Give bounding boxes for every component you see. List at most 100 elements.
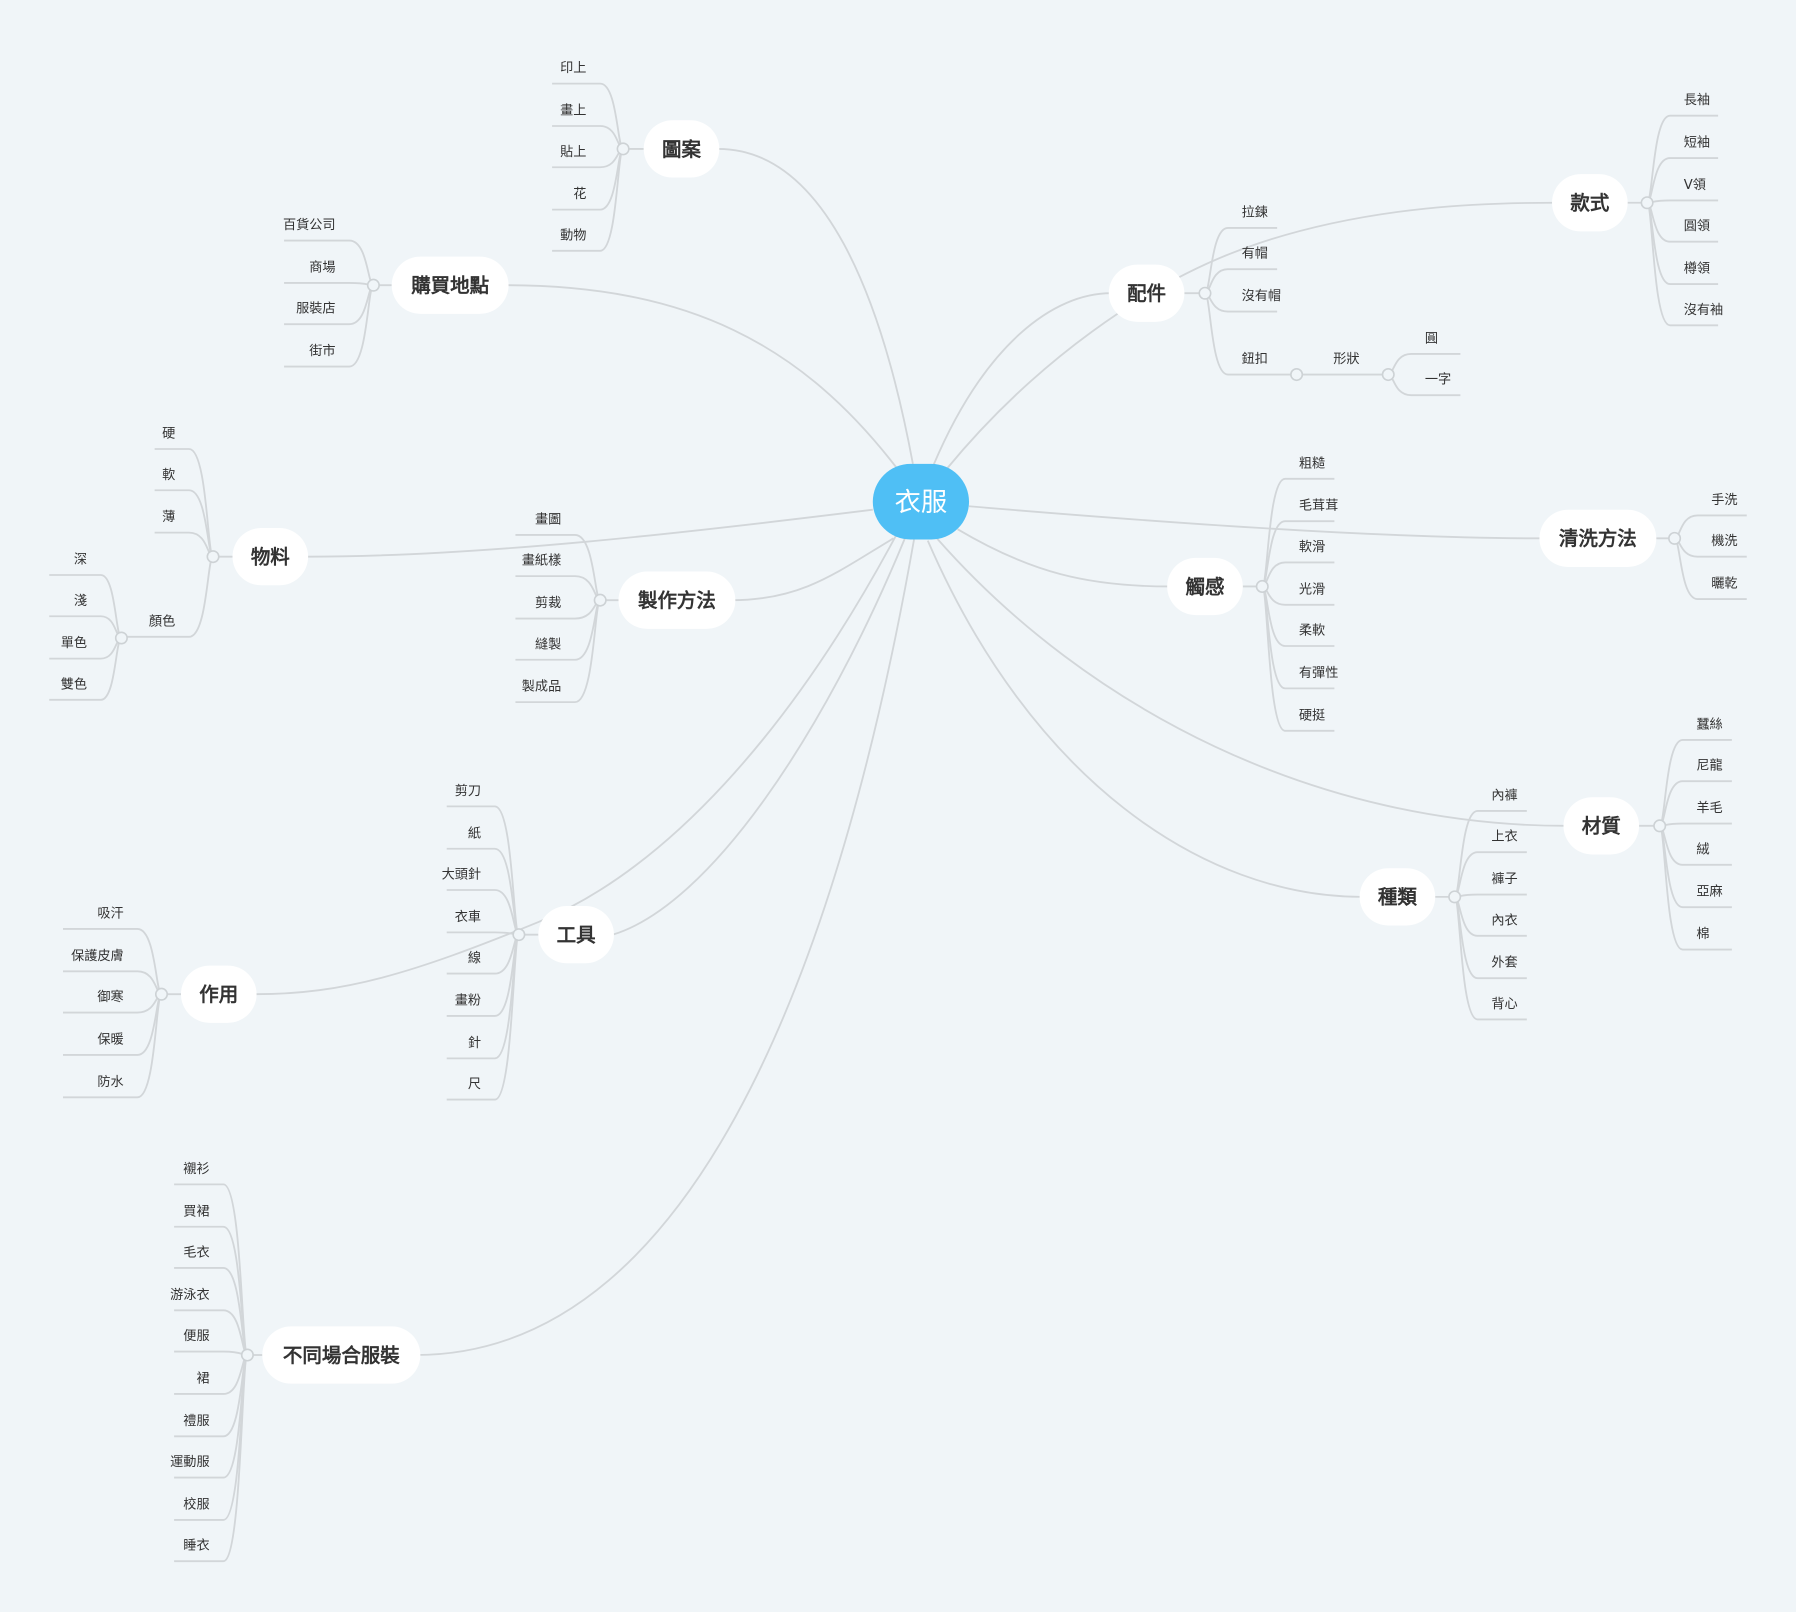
main-topic-10[interactable] bbox=[1167, 557, 1243, 616]
topic-node[interactable]: 單色 bbox=[61, 634, 87, 651]
topic-node[interactable]: 圓領 bbox=[1684, 217, 1710, 234]
topic-node[interactable]: 顏色 bbox=[149, 612, 175, 629]
topic-node[interactable]: 防水 bbox=[97, 1074, 123, 1090]
topic-node[interactable]: 裙 bbox=[196, 1371, 209, 1387]
topic-node[interactable]: 長袖 bbox=[1684, 92, 1710, 108]
topic-node[interactable]: 畫紙樣 bbox=[522, 553, 561, 569]
topic-node[interactable]: 御寒 bbox=[97, 988, 123, 1005]
central-topic[interactable] bbox=[872, 463, 970, 540]
topic-node[interactable]: 縫製 bbox=[535, 636, 561, 652]
main-topic-7[interactable] bbox=[262, 1326, 421, 1384]
topic-node[interactable]: 一字 bbox=[1425, 372, 1451, 388]
topic-node[interactable]: 畫上 bbox=[560, 103, 586, 119]
topic-node[interactable]: 鈕扣 bbox=[1242, 351, 1268, 367]
main-topic-4[interactable] bbox=[618, 571, 736, 629]
main-topic-11[interactable] bbox=[1539, 509, 1657, 567]
topic-node[interactable]: 睡衣 bbox=[183, 1538, 209, 1554]
topic-node[interactable]: 紙 bbox=[468, 825, 481, 841]
topic-node[interactable]: 保暖 bbox=[97, 1031, 123, 1047]
collapse-toggle[interactable] bbox=[114, 631, 128, 645]
topic-node[interactable]: 游泳衣 bbox=[170, 1287, 209, 1303]
topic-node[interactable]: 衣車 bbox=[455, 909, 481, 925]
collapse-toggle[interactable] bbox=[240, 1348, 254, 1362]
topic-node[interactable]: 內衣 bbox=[1491, 912, 1517, 928]
collapse-toggle[interactable] bbox=[206, 550, 220, 564]
main-topic-13[interactable] bbox=[1359, 868, 1436, 926]
collapse-toggle[interactable] bbox=[1198, 286, 1212, 300]
main-topic-8[interactable] bbox=[1108, 264, 1185, 322]
topic-node[interactable]: 褲子 bbox=[1491, 871, 1517, 887]
topic-node[interactable]: 硬 bbox=[162, 427, 175, 442]
topic-node[interactable]: 尺 bbox=[468, 1077, 481, 1092]
main-topic-12[interactable] bbox=[1563, 797, 1640, 855]
collapse-toggle[interactable] bbox=[1640, 196, 1654, 210]
topic-node[interactable]: 機洗 bbox=[1711, 533, 1737, 549]
topic-node[interactable]: 動物 bbox=[560, 227, 586, 243]
topic-node[interactable]: 有彈性 bbox=[1299, 665, 1338, 681]
main-topic-9[interactable] bbox=[1552, 174, 1628, 232]
topic-node[interactable]: 毛茸茸 bbox=[1299, 498, 1338, 514]
topic-node[interactable]: 棉 bbox=[1696, 926, 1709, 942]
topic-node[interactable]: 校服 bbox=[183, 1496, 209, 1513]
topic-node[interactable]: 禮服 bbox=[183, 1413, 209, 1429]
topic-node[interactable]: 吸汗 bbox=[97, 905, 123, 921]
topic-node[interactable]: 短袖 bbox=[1684, 135, 1710, 151]
topic-node[interactable]: 運動服 bbox=[170, 1454, 209, 1470]
topic-node[interactable]: 大頭針 bbox=[442, 867, 481, 883]
topic-node[interactable]: 拉鍊 bbox=[1242, 204, 1268, 220]
topic-node[interactable]: 形狀 bbox=[1333, 351, 1359, 367]
topic-node[interactable]: 製成品 bbox=[522, 679, 561, 695]
main-topic-6[interactable] bbox=[180, 965, 257, 1023]
topic-node[interactable]: 畫圖 bbox=[535, 511, 561, 527]
topic-node[interactable]: 背心 bbox=[1491, 996, 1517, 1012]
topic-node[interactable]: 樽領 bbox=[1684, 260, 1710, 277]
topic-node[interactable]: 薄 bbox=[162, 509, 175, 525]
collapse-toggle[interactable] bbox=[1381, 368, 1395, 382]
collapse-toggle[interactable] bbox=[1668, 531, 1682, 545]
topic-node[interactable]: 淺 bbox=[74, 593, 87, 609]
collapse-toggle[interactable] bbox=[1290, 368, 1304, 382]
topic-node[interactable]: 硬挺 bbox=[1299, 707, 1325, 723]
collapse-toggle[interactable] bbox=[512, 928, 526, 942]
topic-node[interactable]: 圓 bbox=[1425, 331, 1438, 346]
main-topic-5[interactable] bbox=[538, 906, 614, 964]
collapse-toggle[interactable] bbox=[1448, 890, 1462, 904]
topic-node[interactable]: 剪刀 bbox=[455, 783, 481, 799]
collapse-toggle[interactable] bbox=[366, 278, 380, 292]
collapse-toggle[interactable] bbox=[616, 142, 630, 156]
main-topic-2[interactable] bbox=[391, 256, 509, 314]
topic-node[interactable]: 針 bbox=[468, 1035, 481, 1051]
topic-node[interactable]: 絨 bbox=[1696, 841, 1709, 857]
topic-node[interactable]: 軟滑 bbox=[1299, 539, 1325, 555]
topic-node[interactable]: 商場 bbox=[309, 259, 335, 275]
topic-node[interactable]: 蠶絲 bbox=[1696, 716, 1722, 732]
topic-node[interactable]: 買裙 bbox=[183, 1203, 209, 1219]
topic-node[interactable]: 印上 bbox=[560, 60, 586, 76]
topic-node[interactable]: 貼上 bbox=[560, 144, 586, 160]
collapse-toggle[interactable] bbox=[593, 593, 607, 607]
topic-node[interactable]: 街市 bbox=[309, 342, 335, 359]
topic-node[interactable]: 服裝店 bbox=[296, 301, 335, 317]
topic-node[interactable]: 上衣 bbox=[1491, 829, 1517, 845]
topic-node[interactable]: 毛衣 bbox=[183, 1245, 209, 1261]
main-topic-3[interactable] bbox=[232, 528, 309, 586]
topic-node[interactable]: 剪裁 bbox=[535, 595, 561, 611]
topic-node[interactable]: 花 bbox=[573, 186, 586, 202]
topic-node[interactable]: 曬乾 bbox=[1711, 576, 1737, 592]
topic-node[interactable]: 線 bbox=[468, 950, 481, 966]
topic-node[interactable]: 便服 bbox=[183, 1328, 209, 1344]
collapse-toggle[interactable] bbox=[1255, 579, 1269, 593]
topic-node[interactable]: 保護皮膚 bbox=[71, 948, 124, 964]
collapse-toggle[interactable] bbox=[1653, 819, 1667, 833]
topic-node[interactable]: 畫粉 bbox=[455, 993, 481, 1009]
topic-node[interactable]: 百貨公司 bbox=[283, 216, 336, 233]
topic-node[interactable]: 有帽 bbox=[1242, 246, 1268, 262]
topic-node[interactable]: V領 bbox=[1684, 176, 1706, 193]
topic-node[interactable]: 粗糙 bbox=[1299, 455, 1325, 471]
collapse-toggle[interactable] bbox=[154, 987, 169, 1001]
topic-node[interactable]: 羊毛 bbox=[1696, 800, 1722, 816]
topic-node[interactable]: 光滑 bbox=[1299, 581, 1325, 597]
topic-node[interactable]: 尼龍 bbox=[1696, 757, 1722, 774]
topic-node[interactable]: 深 bbox=[74, 552, 87, 568]
topic-node[interactable]: 手洗 bbox=[1711, 492, 1737, 508]
